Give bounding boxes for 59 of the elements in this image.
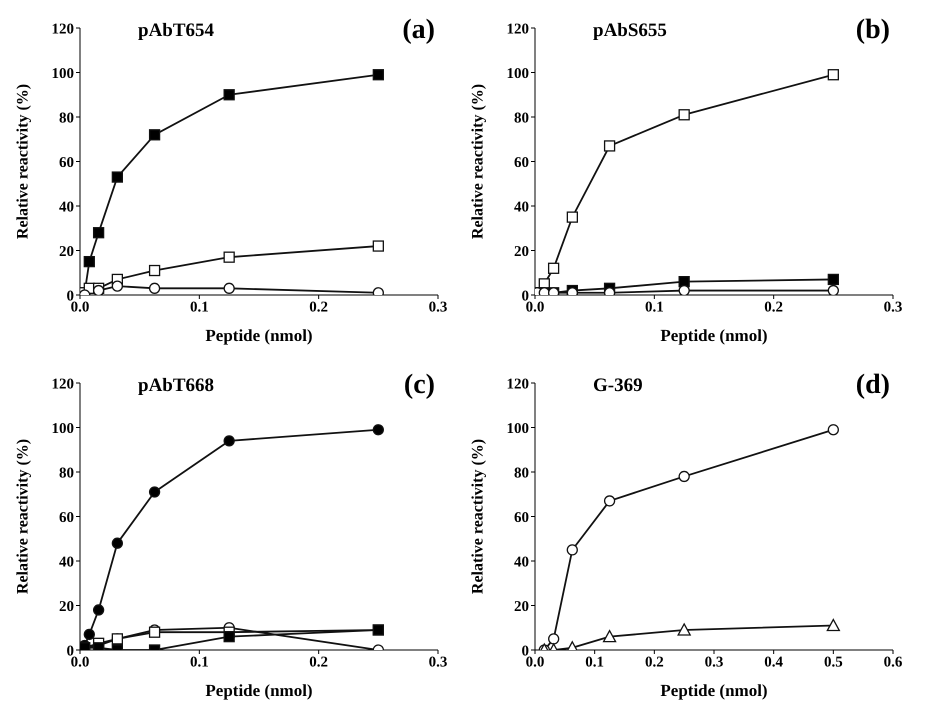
- chart-title: G-369: [593, 375, 643, 397]
- y-tick-label: 120: [52, 376, 74, 392]
- y-tick-label: 80: [514, 465, 529, 482]
- x-tick-label: 0.3: [884, 300, 902, 316]
- y-tick-label: 60: [59, 510, 74, 526]
- x-tick-label: 0.0: [526, 654, 544, 671]
- y-axis-title: Relative reactivity (%): [470, 84, 487, 240]
- y-tick-label: 80: [59, 110, 74, 126]
- annotation: (a): [402, 14, 435, 46]
- x-tick-label: 0.0: [70, 654, 90, 671]
- y-tick-label: 40: [514, 554, 529, 570]
- y-tick-label: 100: [52, 66, 74, 82]
- x-tick-label: 0.0: [70, 300, 90, 316]
- x-tick-label: 0.3: [704, 654, 724, 671]
- y-axis-title: Relative reactivity (%): [470, 438, 487, 594]
- x-tick-label: 0.0: [526, 300, 544, 316]
- y-tick-label: 80: [59, 465, 74, 482]
- x-tick-label: 0.2: [764, 300, 784, 316]
- chart-title: pAbT668: [138, 375, 214, 397]
- y-tick-label: 60: [514, 154, 529, 171]
- x-tick-label: 0.2: [309, 300, 328, 316]
- y-tick-label: 20: [59, 598, 74, 615]
- y-tick-label: 120: [506, 376, 529, 392]
- x-axis-title: Peptide (nmol): [660, 681, 768, 700]
- y-tick-label: 120: [506, 21, 529, 38]
- y-tick-label: 60: [59, 154, 74, 171]
- annotation: (b): [856, 14, 890, 46]
- y-tick-label: 100: [506, 420, 529, 437]
- x-tick-label: 0.1: [190, 654, 209, 671]
- x-tick-label: 0.2: [644, 654, 664, 671]
- x-axis-title: Peptide (nmol): [205, 681, 313, 700]
- annotation: (c): [404, 369, 435, 401]
- x-tick-label: 0.1: [190, 300, 209, 316]
- annotation: (d): [856, 369, 890, 401]
- x-tick-label: 0.3: [428, 654, 448, 671]
- y-tick-label: 20: [59, 244, 74, 260]
- x-tick-label: 0.5: [824, 654, 843, 671]
- chart-title: pAbT654: [138, 20, 214, 42]
- y-axis-title: Relative reactivity (%): [14, 438, 32, 594]
- x-axis-title: Peptide (nmol): [205, 326, 313, 345]
- y-tick-label: 80: [514, 110, 529, 126]
- x-tick-label: 0.4: [764, 654, 784, 671]
- x-tick-label: 0.1: [644, 300, 664, 316]
- x-tick-label: 0.6: [884, 654, 903, 671]
- y-tick-label: 20: [514, 244, 529, 260]
- y-tick-label: 100: [52, 420, 74, 437]
- y-tick-label: 100: [506, 66, 529, 82]
- x-tick-label: 0.1: [585, 654, 604, 671]
- y-tick-label: 120: [52, 21, 74, 38]
- y-tick-label: 60: [514, 510, 529, 526]
- y-tick-label: 40: [59, 199, 74, 216]
- x-tick-label: 0.2: [309, 654, 328, 671]
- x-tick-label: 0.3: [428, 300, 448, 316]
- y-axis-title: Relative reactivity (%): [14, 84, 32, 240]
- y-tick-label: 20: [514, 598, 529, 615]
- x-axis-title: Peptide (nmol): [660, 326, 768, 345]
- chart-title: pAbS655: [593, 20, 667, 42]
- y-tick-label: 40: [514, 199, 529, 216]
- y-tick-label: 40: [59, 554, 74, 570]
